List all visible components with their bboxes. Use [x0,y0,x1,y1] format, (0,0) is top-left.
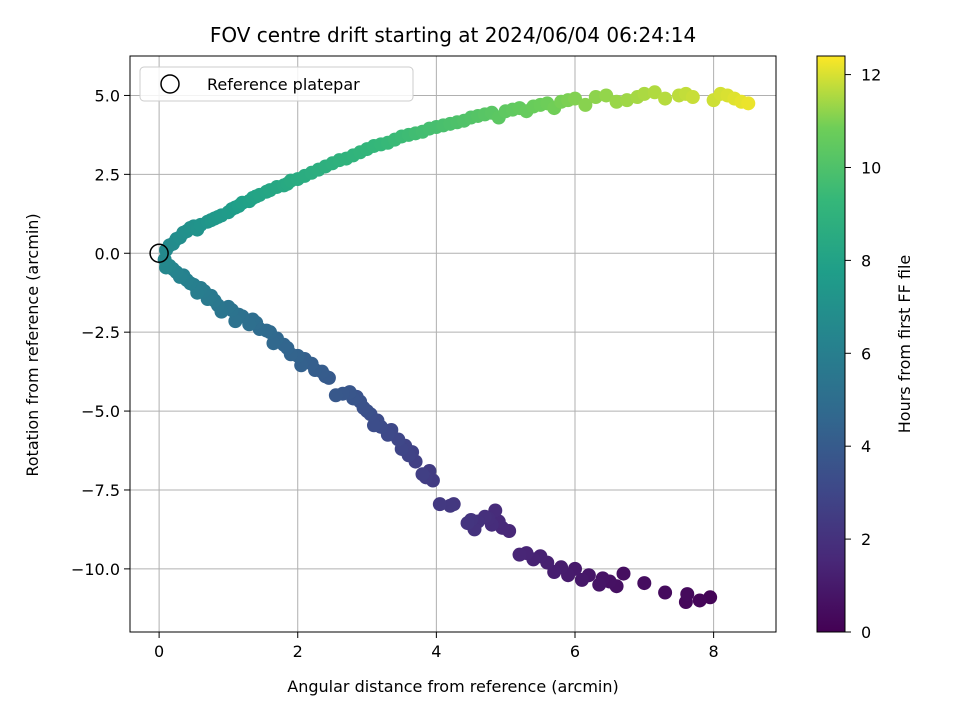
data-point [647,85,662,100]
data-point [415,467,430,482]
axes-frame [129,55,777,633]
data-point [432,497,447,512]
x-tick-label: 8 [709,642,719,661]
data-point [328,388,343,403]
chart-title: FOV centre drift starting at 2024/06/04 … [210,23,696,47]
colorbar: Hours from first FF file 0 2 4 6 8 10 12 [816,55,914,642]
legend-label: Reference platepar [207,75,360,94]
data-point [266,336,281,351]
data-point [599,88,614,103]
colorbar-tick-label: 6 [861,344,871,363]
data-point [637,86,652,101]
y-tick-label: 5.0 [95,86,120,105]
data-point [443,498,458,513]
data-point [588,90,603,105]
data-point [592,577,607,592]
data-point [658,585,673,600]
x-tick-label: 6 [570,642,580,661]
x-tick-label: 2 [293,642,303,661]
data-point [366,418,381,433]
colorbar-label: Hours from first FF file [895,255,914,434]
colorbar-gradient [816,55,846,633]
y-tick-label: −10.0 [71,560,120,579]
colorbar-tick-label: 8 [861,251,871,270]
data-point [460,516,475,531]
data-point [574,572,589,587]
data-point [741,96,756,111]
y-tick-label: 2.5 [95,165,120,184]
x-axis-label: Angular distance from reference (arcmin) [287,677,618,696]
colorbar-tick-label: 10 [861,158,881,177]
reference-marker [149,243,169,264]
colorbar-tick-label: 0 [861,623,871,642]
data-point [685,90,700,105]
y-axis-label: Rotation from reference (arcmin) [23,213,42,476]
data-point [578,97,593,112]
y-tick-label: −2.5 [81,323,120,342]
x-tick-label: 0 [154,642,164,661]
data-point [658,91,673,106]
data-point [512,547,527,562]
y-tick-label: −7.5 [81,481,120,500]
x-tick-label: 4 [431,642,441,661]
legend-box [139,66,414,102]
data-point [609,94,624,109]
data-point [692,593,707,608]
data-point [228,314,243,329]
legend: Reference platepar [139,66,414,102]
y-tick-label: −5.0 [81,402,120,421]
data-point [567,91,582,106]
y-tick-label: 0.0 [95,244,120,263]
data-point [680,587,695,602]
data-point [616,566,631,581]
colorbar-tick-label: 4 [861,437,871,456]
data-point [637,576,652,591]
colorbar-tick-label: 2 [861,530,871,549]
colorbar-tick-label: 12 [861,66,881,85]
legend-marker-icon [160,74,180,94]
